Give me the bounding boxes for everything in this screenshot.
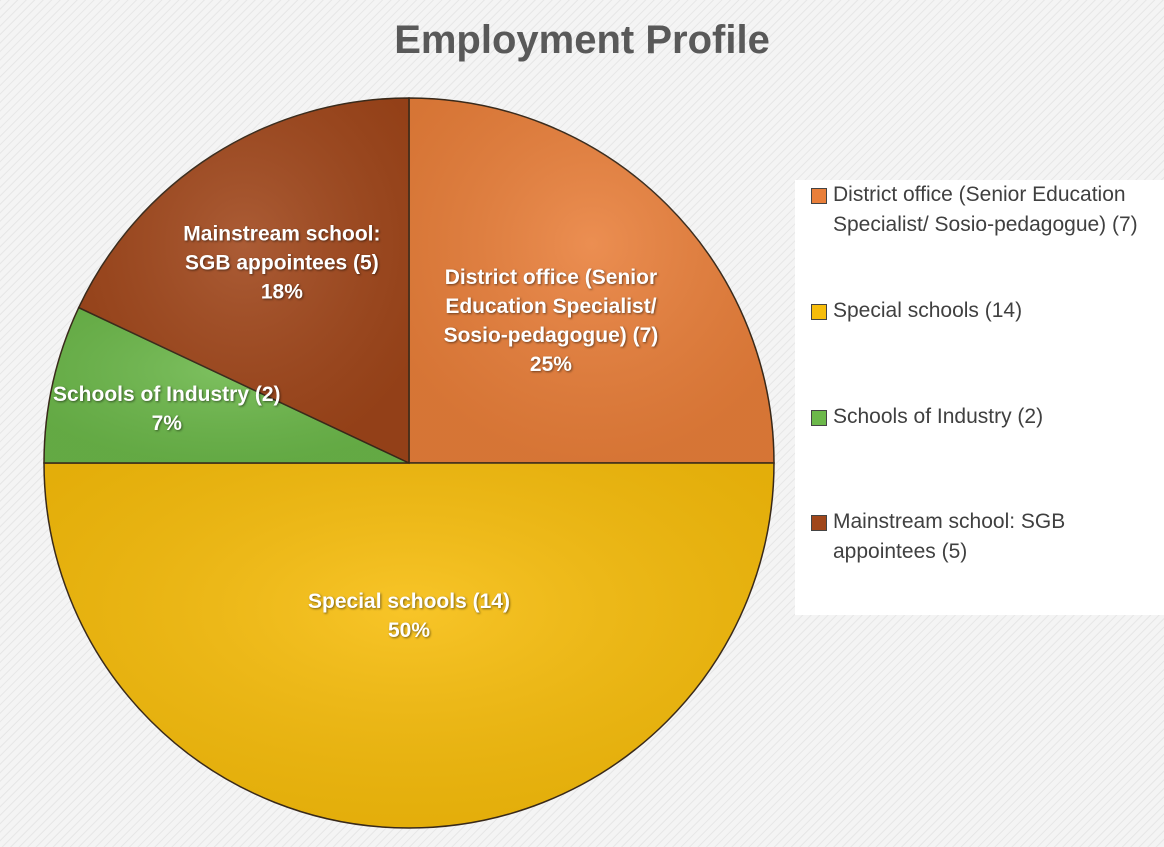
slice-percent: 25% xyxy=(529,353,572,377)
legend-item: Special schools (14) xyxy=(811,296,1151,326)
legend-label: District office (Senior Education Specia… xyxy=(833,183,1138,236)
legend-label: Mainstream school: SGB appointees (5) xyxy=(833,510,1066,563)
legend-item: District office (Senior Education Specia… xyxy=(811,180,1151,240)
slice-percent: 50% xyxy=(387,619,431,643)
legend-item: Schools of Industry (2) xyxy=(811,402,1151,432)
slice-percent: 18% xyxy=(260,280,303,304)
slice-label: Special schools (14) 50% xyxy=(259,587,559,645)
chart-title: Employment Profile xyxy=(394,18,770,62)
slice-category: Special schools (14) xyxy=(308,590,510,614)
legend-swatch xyxy=(811,304,827,320)
slice-label: Mainstream school: SGB appointees (5) 18% xyxy=(167,219,397,306)
legend-item: Mainstream school: SGB appointees (5) xyxy=(811,507,1151,567)
slice-category: District office (Senior Education Specia… xyxy=(443,266,659,348)
legend-label: Schools of Industry (2) xyxy=(833,405,1044,428)
legend-swatch xyxy=(811,515,827,531)
slice-category: Mainstream school: SGB appointees (5) xyxy=(183,222,381,275)
slice-category: Schools of Industry (2) xyxy=(53,382,281,406)
slice-label: District office (Senior Education Specia… xyxy=(416,263,686,379)
legend-label: Special schools (14) xyxy=(833,299,1023,322)
slice-percent: 7% xyxy=(151,411,182,435)
legend-swatch xyxy=(811,410,827,426)
legend-swatch xyxy=(811,188,827,204)
legend: District office (Senior Education Specia… xyxy=(795,180,1164,615)
slice-label: Schools of Industry (2) 7% xyxy=(37,380,297,438)
